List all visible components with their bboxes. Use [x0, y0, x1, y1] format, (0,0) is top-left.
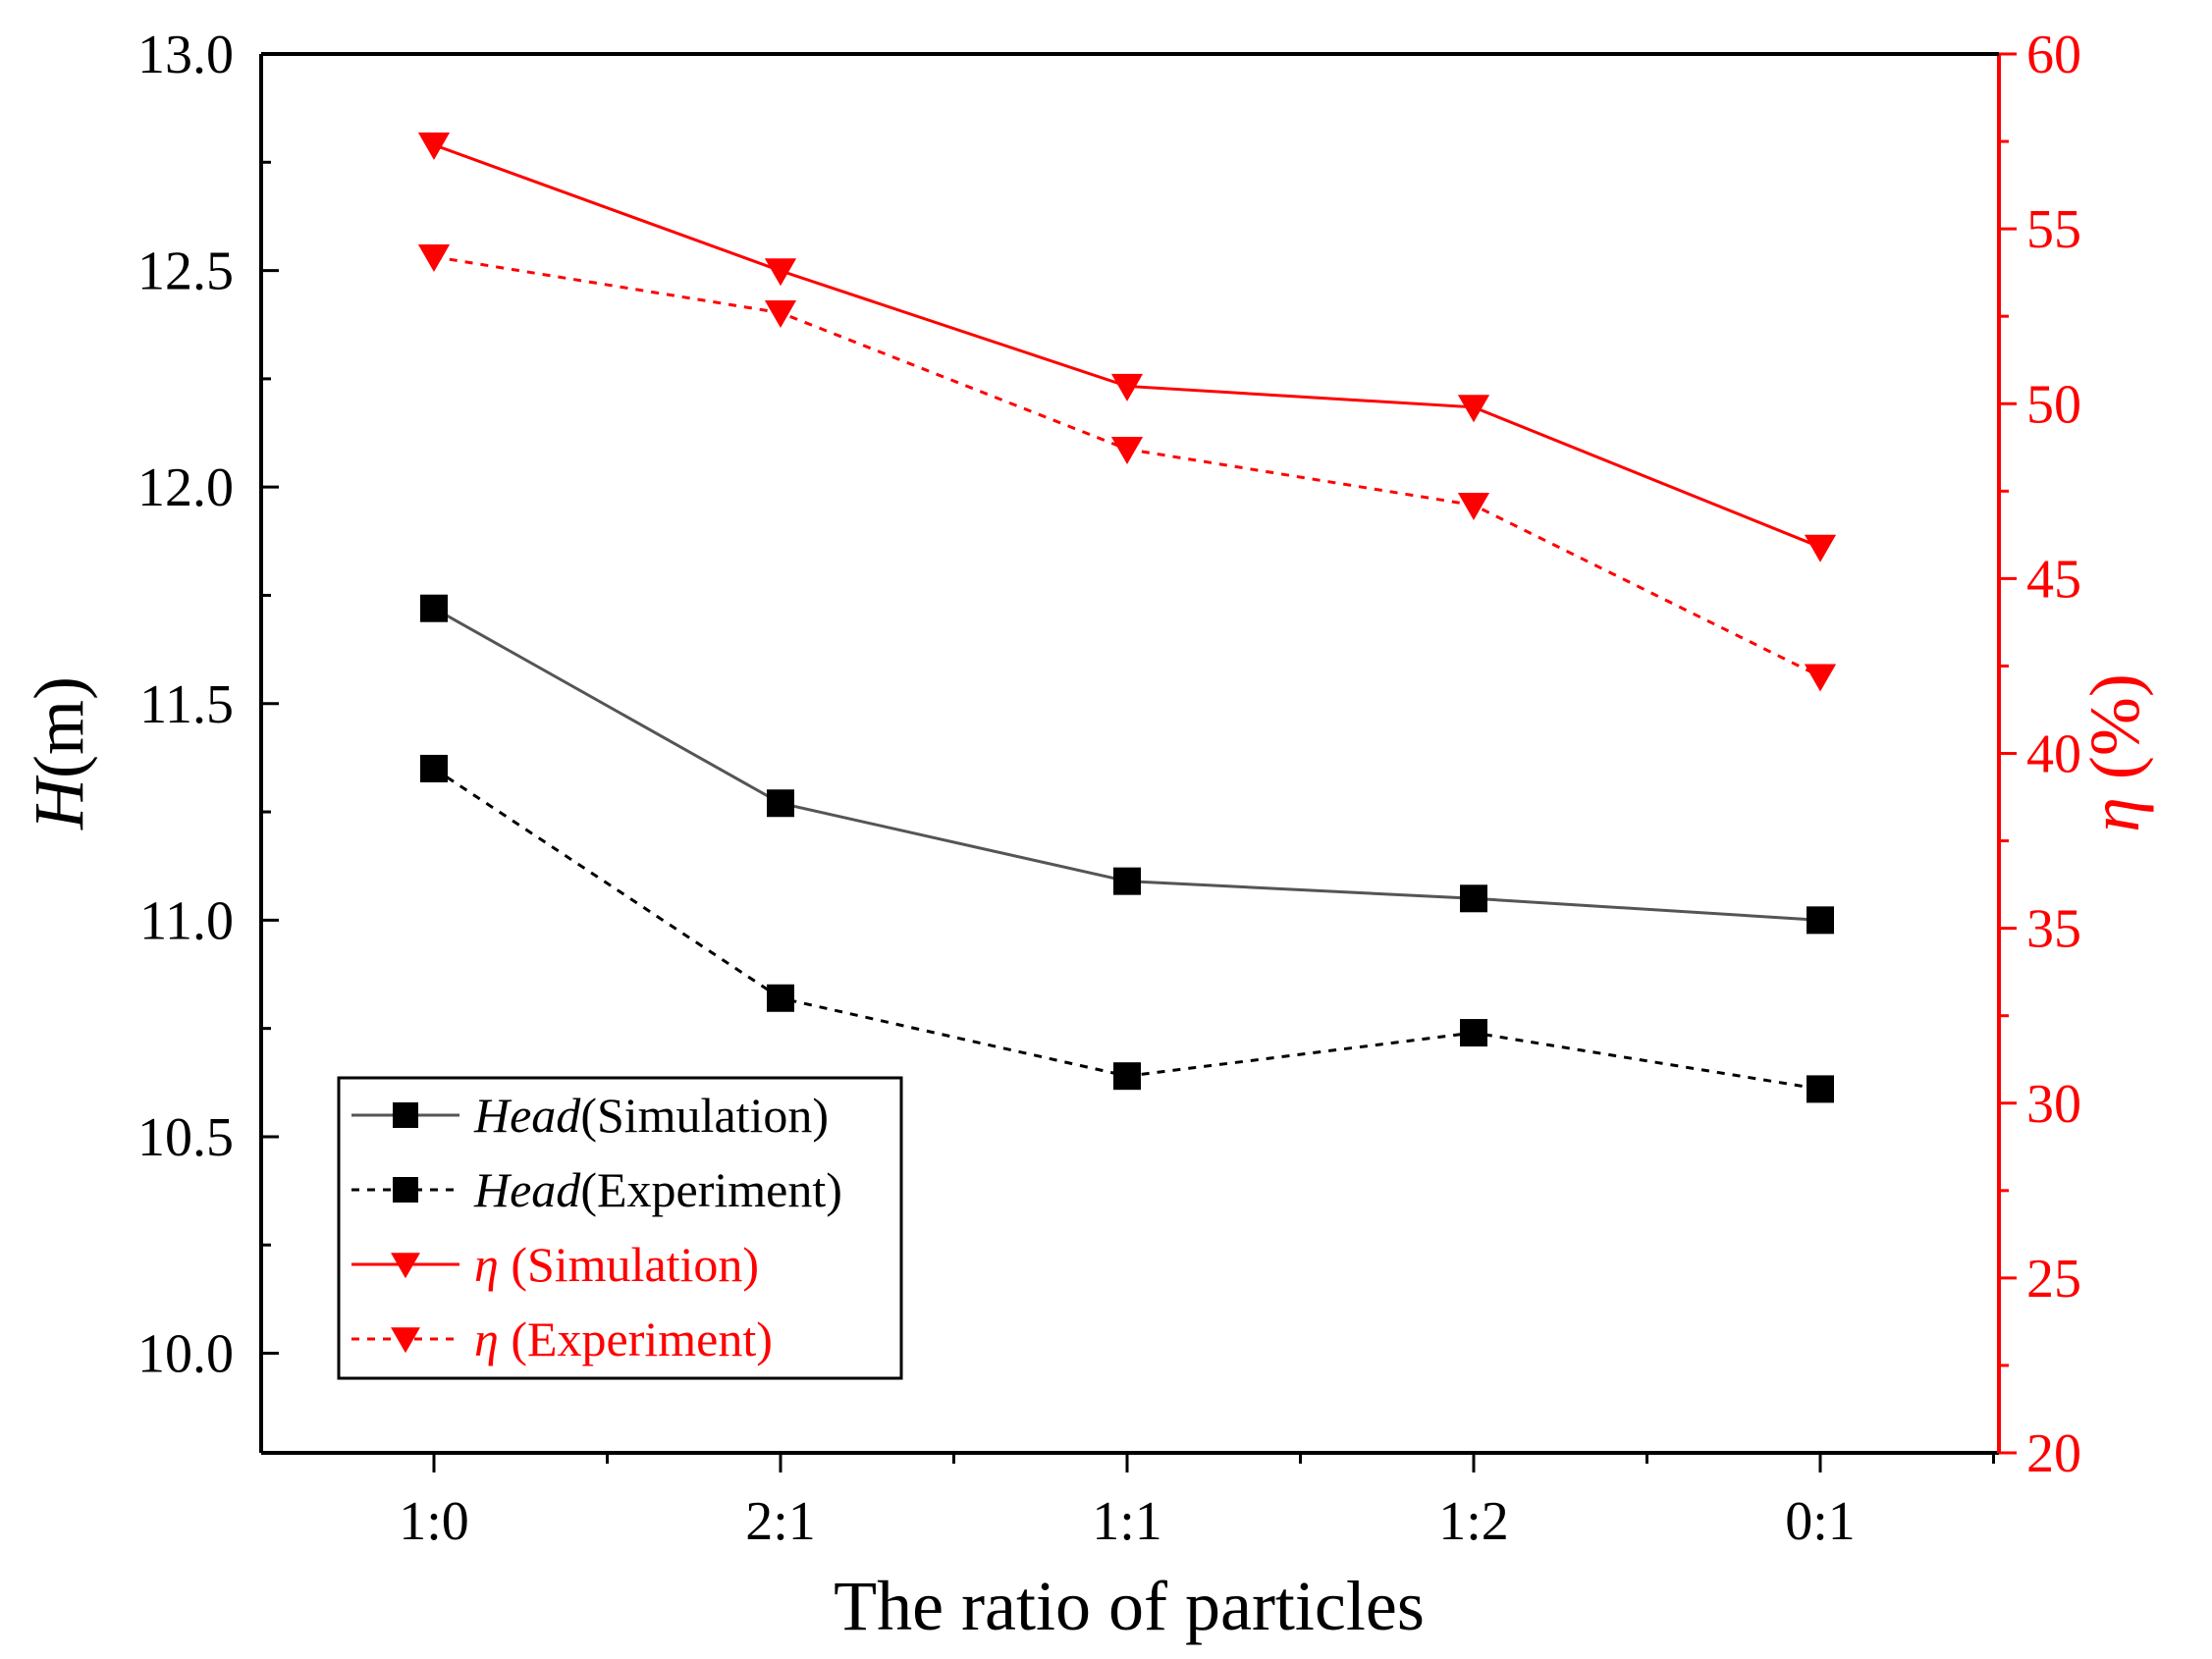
legend-label-rest: (Simulation) [499, 1237, 759, 1292]
series-3-point [417, 244, 451, 273]
series-line-3 [433, 255, 1821, 678]
bottom-tick-label: 1:0 [399, 1491, 469, 1552]
legend-marker [393, 1102, 418, 1128]
legend-label: Head(Simulation) [473, 1088, 829, 1143]
legend-label-symbol: Head [473, 1088, 581, 1143]
series-3-point [1457, 492, 1490, 520]
legend-marker [391, 1327, 420, 1354]
y-right-title-symbol: η [2076, 797, 2154, 832]
legend-label: η (Experiment) [474, 1311, 773, 1366]
legend: Head(Simulation)Head(Experiment)η (Simul… [337, 1076, 903, 1380]
series-1-point [420, 754, 448, 782]
right-axis-ticks: 20 25 30 35 40 45 50 55 60 [1999, 25, 2081, 1484]
legend-label-rest: (Experiment) [580, 1162, 842, 1217]
left-tick-label: 11.5 [139, 674, 234, 735]
left-tick-label: 13.0 [137, 25, 234, 85]
right-tick-label: 30 [2026, 1074, 2081, 1135]
series-2-point [1457, 395, 1490, 423]
y-right-title-unit: (%) [2076, 673, 2154, 797]
y-left-title-unit: (m) [20, 676, 98, 778]
right-tick-label: 40 [2026, 724, 2081, 785]
series-2-point [1804, 534, 1837, 562]
series-2-point [1110, 373, 1144, 401]
series-0-point [1113, 867, 1141, 895]
left-tick-label: 12.0 [137, 457, 234, 518]
legend-items: Head(Simulation)Head(Experiment)η (Simul… [351, 1088, 842, 1366]
legend-marker [391, 1253, 420, 1279]
series-3-point [1110, 436, 1144, 464]
series-2-point [764, 258, 797, 287]
legend-label-symbol: Head [473, 1162, 581, 1217]
legend-box [337, 1076, 903, 1380]
right-tick-label: 25 [2026, 1249, 2081, 1310]
y-axis-title-right: η (%) [2076, 673, 2154, 832]
series-1-point [767, 984, 794, 1012]
series-1-point [1807, 1075, 1834, 1103]
bottom-tick-label: 1:2 [1438, 1491, 1509, 1552]
left-tick-label: 10.5 [137, 1107, 234, 1168]
series-2-point [417, 133, 451, 161]
series-3-point [764, 300, 797, 329]
bottom-tick-label: 1:1 [1092, 1491, 1162, 1552]
series-3-point [1804, 664, 1837, 692]
y-axis-title-left: H(m) [20, 676, 98, 830]
series-layer [417, 133, 1837, 1103]
series-0-point [1460, 884, 1487, 913]
left-tick-label: 10.0 [137, 1324, 234, 1385]
left-tick-label: 12.5 [137, 241, 234, 302]
series-1-point [1113, 1062, 1141, 1091]
series-0-point [420, 594, 448, 622]
series-line-2 [433, 143, 1821, 549]
legend-label-rest: (Experiment) [499, 1311, 773, 1366]
bottom-tick-label: 0:1 [1785, 1491, 1856, 1552]
x-axis-title: The ratio of particles [834, 1567, 1425, 1645]
y-left-title-symbol: H [20, 775, 98, 830]
legend-label: η (Simulation) [474, 1237, 759, 1292]
legend-label-rest: (Simulation) [580, 1088, 829, 1143]
legend-marker [393, 1177, 418, 1203]
series-1-point [1460, 1019, 1487, 1047]
right-tick-label: 55 [2026, 199, 2081, 260]
series-line-1 [433, 767, 1821, 1091]
left-tick-label: 11.0 [139, 890, 234, 951]
right-tick-label: 60 [2026, 25, 2081, 85]
bottom-axis-ticks: 1:0 2:1 1:1 1:2 0:1 [399, 1453, 1995, 1552]
legend-label-symbol: η [474, 1237, 499, 1292]
right-tick-label: 35 [2026, 899, 2081, 960]
right-tick-label: 20 [2026, 1423, 2081, 1484]
left-axis-ticks: 10.0 10.5 11.0 11.5 12.0 12.5 13.0 [137, 25, 279, 1385]
legend-label: Head(Experiment) [473, 1162, 842, 1217]
right-tick-label: 50 [2026, 374, 2081, 435]
series-0-point [767, 789, 794, 818]
series-0-point [1807, 906, 1834, 935]
right-tick-label: 45 [2026, 549, 2081, 610]
bottom-tick-label: 2:1 [745, 1491, 816, 1552]
legend-label-symbol: η [474, 1311, 499, 1366]
